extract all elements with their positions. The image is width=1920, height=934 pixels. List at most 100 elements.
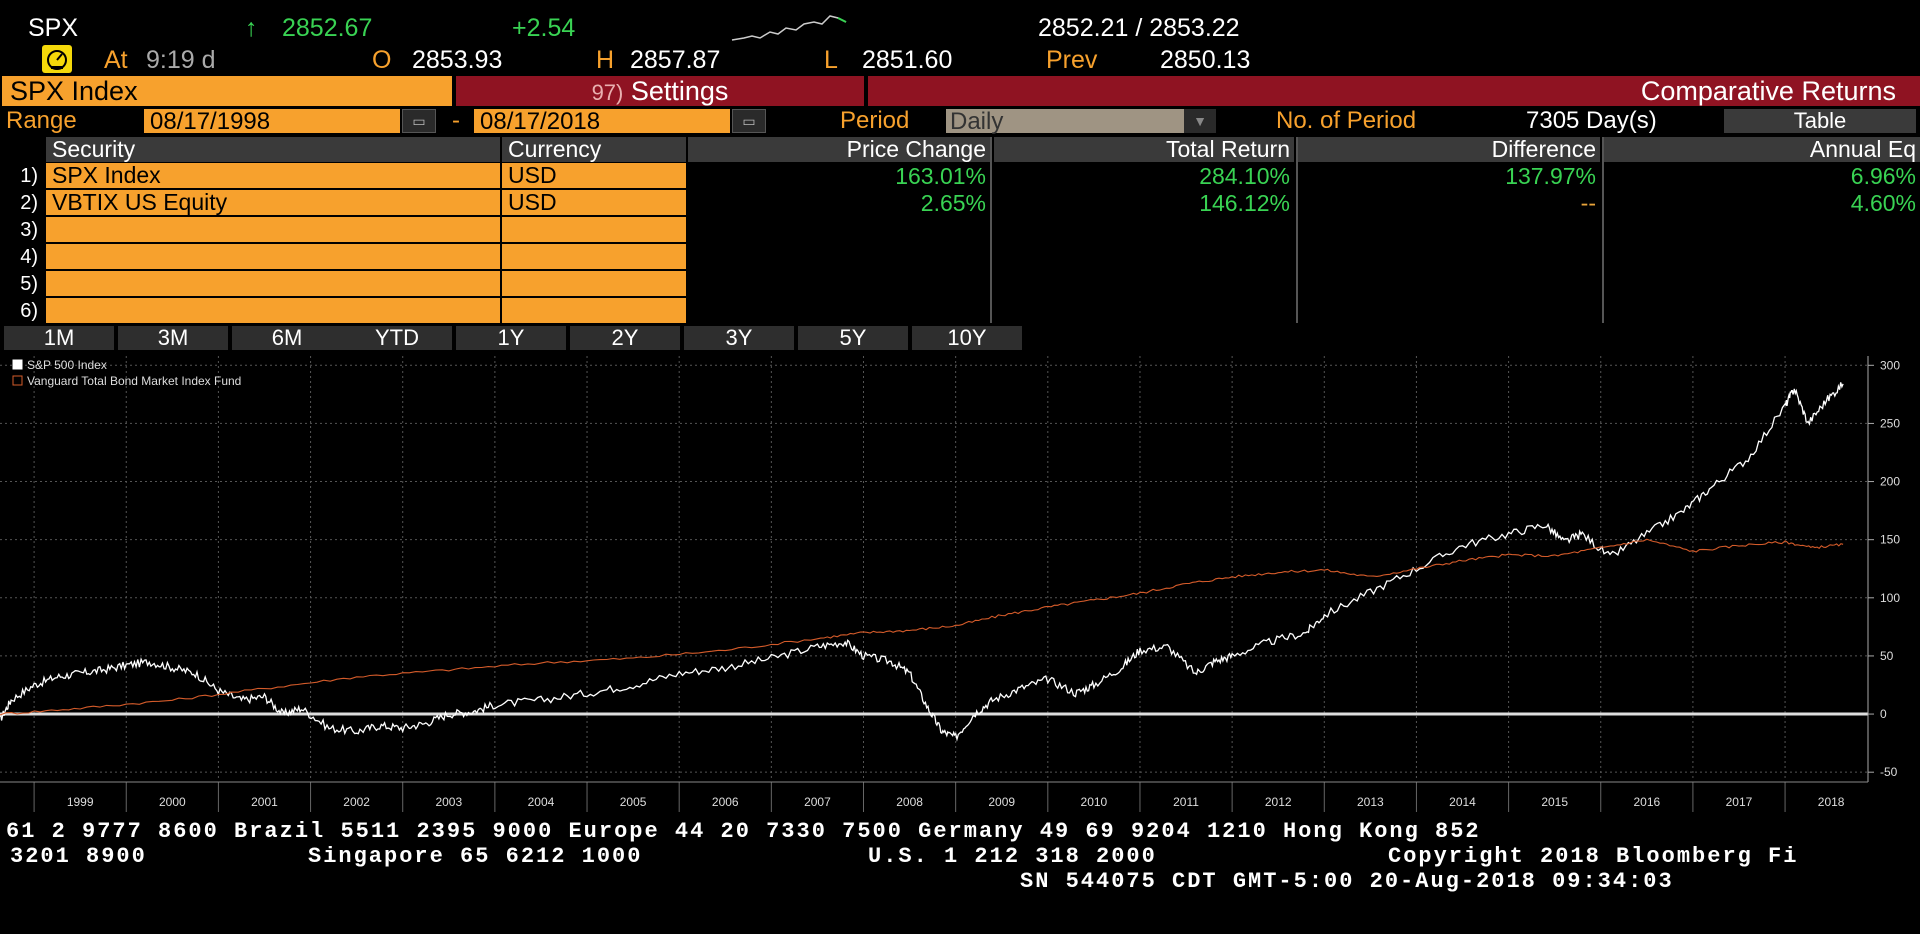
chart-grid: [0, 356, 1868, 778]
table-header: Security Currency Price Change Total Ret…: [0, 137, 1920, 162]
row-number: 5): [20, 273, 38, 295]
period-button-6m[interactable]: 6M: [232, 326, 342, 350]
open-label: O: [372, 46, 392, 74]
security-cell[interactable]: [46, 244, 500, 269]
table-row[interactable]: 1) SPX Index USD 163.01% 284.10% 137.97%…: [0, 163, 1920, 189]
y-tick-label: 300: [1880, 358, 1900, 372]
table-row[interactable]: 6): [0, 298, 1920, 324]
num-period-label: No. of Period: [1276, 107, 1417, 134]
currency-cell[interactable]: [502, 244, 686, 269]
y-tick-label: 0: [1880, 707, 1887, 721]
end-date-input[interactable]: 08/17/2018: [474, 109, 730, 135]
currency-cell[interactable]: USD: [502, 163, 686, 188]
legend-swatch: [12, 375, 23, 386]
x-tick-label: 2003: [435, 795, 462, 809]
period-button-10y[interactable]: 10Y: [912, 326, 1022, 350]
end-calendar-icon[interactable]: ▭: [732, 109, 766, 133]
difference-cell: 137.97%: [1505, 163, 1596, 189]
row-number: 6): [20, 300, 38, 322]
settings-number: 97): [591, 80, 624, 105]
security-cell[interactable]: [46, 298, 500, 323]
currency-cell[interactable]: [502, 271, 686, 296]
period-buttons: 1M 3M 6M YTD 1Y 2Y 3Y 5Y 10Y: [0, 326, 1030, 350]
range-dash: -: [452, 107, 460, 134]
title-bar: SPX Index 97) Settings Comparative Retur…: [0, 76, 1920, 106]
at-label: At: [104, 46, 128, 74]
table-button[interactable]: Table: [1724, 109, 1916, 133]
period-button-3m[interactable]: 3M: [118, 326, 228, 350]
period-button-1y[interactable]: 1Y: [456, 326, 566, 350]
table-row[interactable]: 4): [0, 244, 1920, 270]
function-title: Comparative Returns: [868, 76, 1920, 106]
security-cell[interactable]: SPX Index: [46, 163, 500, 188]
start-calendar-icon[interactable]: ▭: [402, 109, 436, 133]
period-button-1m[interactable]: 1M: [4, 326, 114, 350]
y-tick-label: 100: [1880, 591, 1900, 605]
ticker-line-2c: U.S. 1 212 318 2000: [868, 844, 1157, 869]
x-tick-label: 2011: [1173, 795, 1199, 809]
table-row[interactable]: 2) VBTIX US Equity USD 2.65% 146.12% -- …: [0, 190, 1920, 216]
currency-cell[interactable]: USD: [502, 190, 686, 215]
period-button-ytd[interactable]: YTD: [342, 326, 452, 350]
x-tick-label: 2006: [712, 795, 739, 809]
y-tick-label: 200: [1880, 475, 1900, 489]
difference-cell: --: [1580, 190, 1596, 216]
sparkline-icon: [731, 15, 847, 41]
x-tick-label: 2000: [159, 795, 186, 809]
security-cell[interactable]: [46, 271, 500, 296]
x-tick-label: 2010: [1081, 795, 1108, 809]
table-row[interactable]: 3): [0, 217, 1920, 243]
legend-label: Vanguard Total Bond Market Index Fund: [27, 374, 241, 388]
x-tick-label: 2012: [1265, 795, 1292, 809]
up-arrow-icon: ↑: [245, 14, 258, 42]
row-number: 2): [20, 192, 38, 214]
x-tick-label: 2005: [620, 795, 647, 809]
ticker-line-2a: 3201 8900: [10, 844, 147, 869]
security-field[interactable]: SPX Index: [2, 76, 452, 106]
x-tick-label: 2009: [988, 795, 1015, 809]
x-tick-label: 2017: [1726, 795, 1753, 809]
settings-label: Settings: [630, 76, 729, 106]
prev-label: Prev: [1046, 46, 1098, 74]
currency-cell[interactable]: [502, 217, 686, 242]
y-tick-label: -50: [1880, 765, 1898, 779]
row-number: 3): [20, 219, 38, 241]
settings-button[interactable]: 97) Settings: [456, 76, 864, 106]
y-tick-label: 50: [1880, 649, 1894, 663]
period-button-2y[interactable]: 2Y: [570, 326, 680, 350]
security-cell[interactable]: [46, 217, 500, 242]
low-value: 2851.60: [862, 46, 953, 74]
legend-swatch: [12, 359, 23, 370]
prev-value: 2850.13: [1160, 46, 1251, 74]
col-total-return: Total Return: [994, 137, 1294, 162]
bid-ask: 2852.21 / 2853.22: [1038, 14, 1240, 42]
start-date-input[interactable]: 08/17/1998: [144, 109, 400, 135]
x-tick-label: 2015: [1541, 795, 1568, 809]
period-select[interactable]: Daily: [946, 109, 1184, 135]
x-tick-label: 2001: [251, 795, 278, 809]
col-annual-eq: Annual Eq: [1604, 137, 1920, 162]
y-tick-label: 250: [1880, 416, 1900, 430]
x-tick-label: 2004: [528, 795, 555, 809]
col-price-change: Price Change: [688, 137, 990, 162]
x-tick-label: 2018: [1818, 795, 1845, 809]
col-currency: Currency: [502, 137, 686, 162]
chevron-down-icon[interactable]: ▼: [1184, 109, 1216, 133]
ticker-line-2b: Singapore 65 6212 1000: [308, 844, 643, 869]
num-period-value[interactable]: 7305 Day(s): [1526, 107, 1657, 134]
row-number: 1): [20, 165, 38, 187]
period-button-5y[interactable]: 5Y: [798, 326, 908, 350]
row-number: 4): [20, 246, 38, 268]
currency-cell[interactable]: [502, 298, 686, 323]
period-button-3y[interactable]: 3Y: [684, 326, 794, 350]
x-tick-label: 2007: [804, 795, 831, 809]
comparative-returns-chart[interactable]: 300 250 200 150 100 50 0 -50 1999 2000 2001 2002 200…: [0, 352, 1920, 812]
price-change-cell: 163.01%: [895, 163, 986, 189]
open-value: 2853.93: [412, 46, 503, 74]
gauge-icon[interactable]: [42, 45, 72, 73]
table-row[interactable]: 5): [0, 271, 1920, 297]
chart-series: [0, 382, 1844, 742]
range-label: Range: [6, 107, 77, 134]
x-tick-label: 2016: [1633, 795, 1660, 809]
security-cell[interactable]: VBTIX US Equity: [46, 190, 500, 215]
